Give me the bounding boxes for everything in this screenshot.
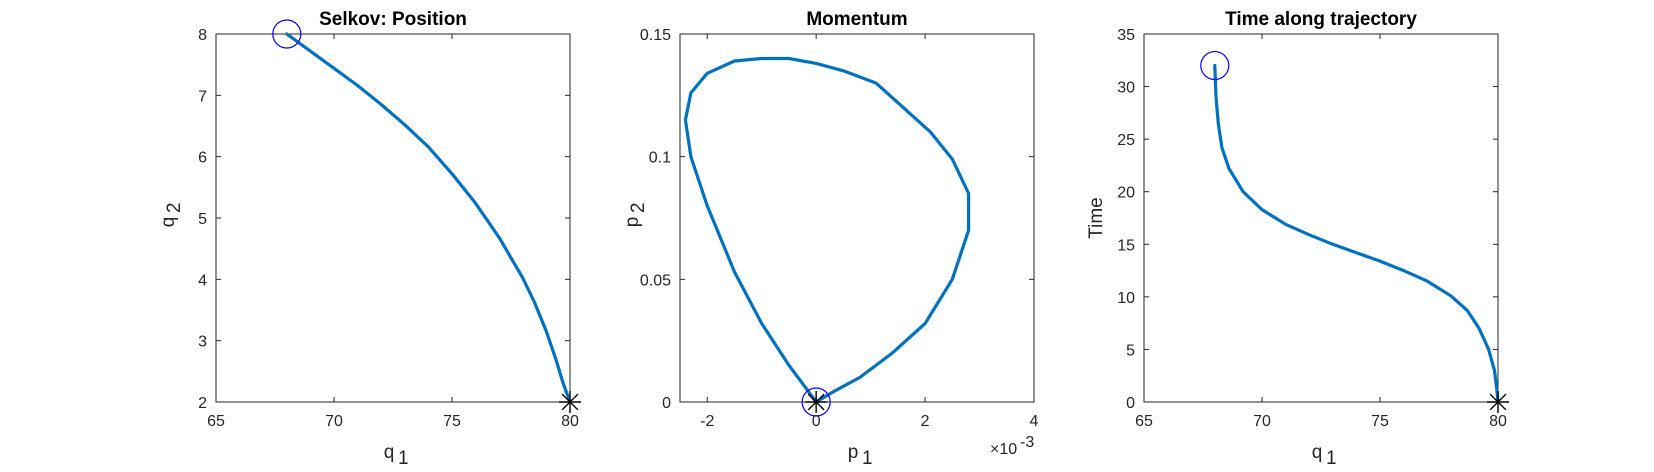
- y-tick-label: 4: [198, 272, 207, 289]
- series-line: [285, 32, 572, 404]
- x-tick-label: 70: [1253, 413, 1271, 430]
- x-tick-label: 2: [921, 413, 930, 430]
- y-tick-label: 10: [1117, 290, 1135, 307]
- y-tick-label: 2: [198, 395, 207, 412]
- x-axis-label-subscript: 1: [398, 448, 409, 469]
- y-tick-label: 15: [1117, 237, 1135, 254]
- y-axis-label: p2: [622, 202, 649, 227]
- x-axis-label-text: q: [384, 442, 395, 463]
- y-tick-label: 7: [198, 88, 207, 105]
- end-marker-stroke: [561, 393, 579, 411]
- x-tick-label: 80: [1489, 413, 1507, 430]
- y-axis-label-text: q: [158, 217, 179, 228]
- x-tick-label: -2: [700, 413, 714, 430]
- x-tick-label: 65: [207, 413, 225, 430]
- x-exponent-label: ×10: [990, 441, 1017, 458]
- y-tick-label: 30: [1117, 80, 1135, 97]
- end-marker: [1487, 391, 1509, 413]
- start-marker: [1200, 50, 1230, 81]
- series-line: [683, 56, 971, 404]
- start-marker: [272, 19, 302, 49]
- y-tick-label: 6: [198, 150, 207, 167]
- y-axis-label: q2: [158, 202, 185, 227]
- axes-frame: [1143, 33, 1499, 403]
- x-axis-label-text: p: [848, 442, 859, 463]
- y-tick-label: 0: [662, 395, 671, 412]
- x-tick-label: 4: [1030, 413, 1039, 430]
- x-tick-label: 65: [1135, 413, 1153, 430]
- y-tick-label: 8: [198, 27, 207, 44]
- y-tick-label: 3: [198, 334, 207, 351]
- x-tick-label: 80: [561, 413, 579, 430]
- y-tick-label: 0.05: [640, 272, 671, 289]
- end-marker-stroke: [807, 393, 825, 411]
- y-tick-label: 0.15: [640, 27, 671, 44]
- x-tick-label: 75: [1371, 413, 1389, 430]
- y-axis-label-subscript: 2: [628, 202, 649, 213]
- chart-title: Selkov: Position: [319, 9, 467, 30]
- axes-frame: [215, 33, 571, 403]
- y-tick-label: 5: [1126, 342, 1135, 359]
- x-axis-label-subscript: 1: [862, 448, 873, 469]
- end-marker: [559, 391, 581, 413]
- axes-3: 65 70 75 80 0 5 10 15 20 25 30 35 Time along traject…: [1086, 9, 1509, 469]
- y-axis-label-text: p: [622, 217, 643, 228]
- y-axis-label-text: Time: [1086, 197, 1107, 239]
- start-marker: [801, 387, 831, 417]
- x-exponent-value: -3: [1020, 434, 1034, 451]
- y-axis-label: Time: [1086, 197, 1107, 239]
- x-axis-label-text: q: [1312, 442, 1323, 463]
- chart-title: Time along trajectory: [1225, 9, 1417, 30]
- chart-title: Momentum: [806, 9, 907, 30]
- x-axis-label-subscript: 1: [1326, 448, 1337, 469]
- y-tick-label: 0.1: [649, 150, 671, 167]
- y-axis-label-subscript: 2: [164, 202, 185, 213]
- x-tick-label: 75: [443, 413, 461, 430]
- end-marker-stroke: [1489, 393, 1507, 411]
- y-tick-label: 0: [1126, 395, 1135, 412]
- y-tick-label: 25: [1117, 132, 1135, 149]
- series-line: [1213, 63, 1500, 404]
- x-tick-label: 0: [812, 413, 821, 430]
- y-tick-label: 5: [198, 211, 207, 228]
- axes-frame: [679, 33, 1035, 403]
- y-tick-label: 35: [1117, 27, 1135, 44]
- end-marker: [805, 391, 828, 413]
- x-tick-label: 70: [325, 413, 343, 430]
- y-tick-label: 20: [1117, 185, 1135, 202]
